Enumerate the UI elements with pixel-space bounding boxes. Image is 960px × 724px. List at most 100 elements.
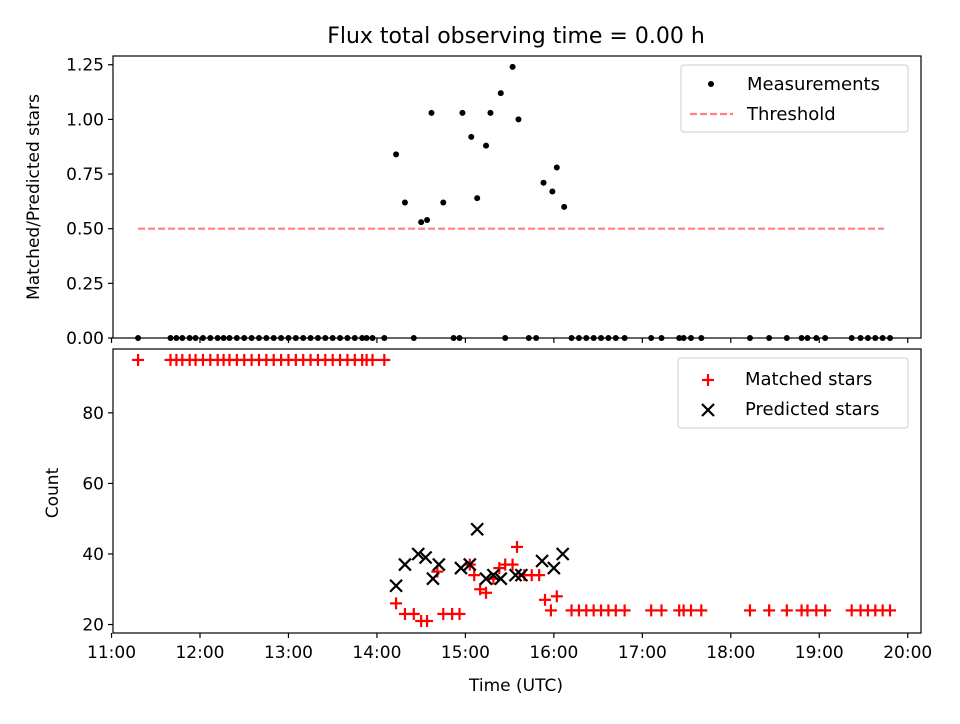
measurement-point (322, 335, 329, 341)
count-x-ticks: 11:00 12:00 13:00 14:00 15:00 16:00 17:00 18:00… (87, 633, 932, 663)
measurements-legend-marker (708, 81, 714, 87)
measurement-point (278, 335, 285, 341)
measurement-point (879, 335, 886, 341)
measurement-point (680, 335, 687, 341)
ratio-x-ticks (110, 338, 909, 343)
measurement-point (698, 335, 705, 341)
measurement-point (363, 335, 370, 341)
predicted-stars-legend-marker (701, 403, 715, 417)
matched-star-point (511, 540, 523, 553)
count-x-tick-label: 20:00 (883, 643, 932, 663)
matched-star-point (550, 590, 563, 603)
predicted-star-point-b (494, 571, 508, 586)
ratio-y-tick-label: 0.25 (66, 274, 104, 294)
measurement-point (658, 335, 665, 341)
measurement-point (590, 335, 597, 341)
matched-star-point (743, 604, 756, 617)
count-x-tick-label: 18:00 (706, 643, 755, 663)
matched-star-point (480, 586, 493, 599)
count-y-tick-label: 20 (82, 616, 104, 636)
ratio-y-tick-label: 0.50 (66, 220, 104, 240)
ratio-panel: 0.00 0.25 0.50 0.75 1.00 1.25 Matched/Predict… (24, 55, 922, 349)
measurement-point (450, 335, 457, 341)
measurement-point (226, 335, 233, 341)
measurement-point (857, 335, 864, 341)
predicted-star-point (463, 557, 477, 572)
matched-star-point (645, 604, 658, 617)
predicted-legend-cross (701, 403, 715, 417)
matched-star-point (655, 604, 668, 617)
count-x-tick-label: 14:00 (352, 643, 401, 663)
predicted-star-point (535, 554, 549, 568)
measurement-point (456, 335, 463, 341)
measurement-point (300, 335, 307, 341)
measurement-point (173, 335, 180, 341)
measurement-point (440, 199, 447, 206)
matched-star-point (453, 607, 466, 620)
matched-star-point (884, 604, 897, 617)
predicted-star-point (389, 578, 403, 593)
measurement-point (207, 335, 214, 341)
measurement-point (822, 335, 829, 341)
measurement-point (525, 335, 532, 341)
predicted-star-point (494, 571, 508, 586)
count-x-tick-label: 19:00 (795, 643, 844, 663)
predicted-star-point-b (418, 550, 433, 565)
measurement-point (621, 335, 628, 341)
matched-star-point (533, 569, 546, 582)
count-y-axis-label: Count (43, 467, 63, 518)
predicted-star-point-b (555, 547, 570, 561)
matched-stars-legend-label: Matched stars (745, 369, 872, 390)
measurement-point (285, 335, 292, 341)
predicted-star-point (411, 547, 425, 561)
predicted-star-point-b (463, 557, 477, 572)
measurement-point (135, 335, 142, 341)
matched-star-point (763, 604, 776, 617)
measurement-point (459, 109, 466, 116)
count-x-axis-label: Time (UTC) (468, 676, 563, 696)
measurement-point (515, 116, 522, 123)
predicted-star-point-b (547, 561, 561, 575)
matched-legend-plus (702, 374, 714, 386)
measurement-point (583, 335, 590, 341)
measurement-point (813, 335, 820, 341)
predicted-star-point-b (389, 578, 403, 593)
predicted-star-point (514, 568, 529, 582)
predicted-star-point-b (426, 571, 440, 586)
ratio-y-tick-label: 0.00 (66, 329, 104, 349)
ratio-legend: Measurements Threshold (680, 64, 909, 133)
measurement-point (381, 335, 388, 341)
measurement-point (872, 335, 879, 341)
predicted-star-point (486, 568, 501, 582)
measurement-point (605, 335, 612, 341)
predicted-star-point-b (454, 561, 468, 575)
predicted-legend-cross-b (701, 403, 715, 417)
measurement-point (192, 335, 199, 341)
ratio-marks (135, 63, 894, 341)
predicted-star-point (479, 571, 493, 586)
count-x-tick-label: 17:00 (618, 643, 667, 663)
count-y-ticks: 20 40 60 80 (82, 404, 113, 636)
measurement-point (369, 335, 376, 341)
measurement-point (186, 335, 193, 341)
matched-star-point (390, 597, 403, 610)
measurement-point (410, 335, 417, 341)
count-x-tick-label: 16:00 (529, 643, 578, 663)
ratio-y-axis-label: Matched/Predicted stars (24, 94, 44, 300)
measurement-point (307, 335, 314, 341)
measurement-point (487, 109, 494, 116)
measurement-point (270, 335, 277, 341)
measurement-point (540, 179, 547, 186)
matched-star-point (468, 569, 481, 582)
measurement-point (351, 335, 358, 341)
matched-star-point (407, 607, 420, 620)
measurement-point (509, 63, 516, 70)
matched-stars-legend-marker (702, 374, 714, 386)
matched-star-point (421, 615, 434, 628)
measurement-point (612, 335, 619, 341)
predicted-star-point-b (535, 554, 549, 568)
matched-star-point (780, 604, 793, 617)
count-y-tick-label: 60 (82, 474, 104, 494)
matched-star-point (366, 353, 379, 366)
